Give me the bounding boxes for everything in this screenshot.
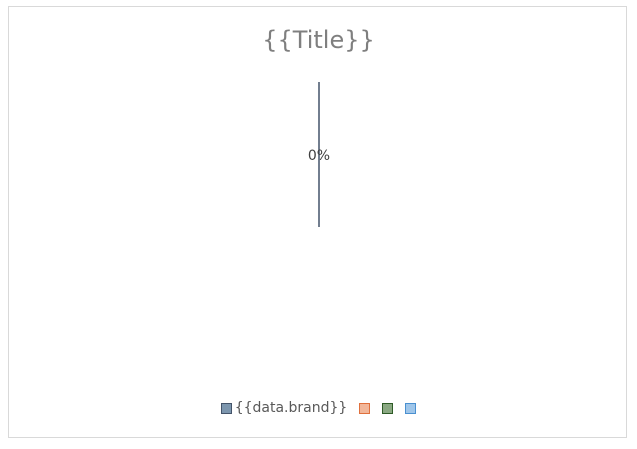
legend-swatch-1 — [359, 402, 371, 414]
legend-swatch-0 — [220, 402, 232, 414]
legend-entry-1 — [359, 402, 371, 414]
legend-entry-0: {{data.brand}} — [220, 400, 348, 416]
chart-title: {{Title}} — [262, 26, 375, 54]
legend: {{data.brand}} — [9, 400, 628, 416]
legend-label-0: {{data.brand}} — [234, 400, 348, 416]
plot-area: 0% — [308, 82, 330, 227]
legend-swatch-3 — [405, 402, 417, 414]
legend-swatch-2 — [382, 402, 394, 414]
legend-entry-3 — [405, 402, 417, 414]
legend-entry-2 — [382, 402, 394, 414]
chart-area: {{Title}} 0% {{data.brand}} — [8, 6, 627, 438]
data-label-0: 0% — [308, 148, 330, 164]
